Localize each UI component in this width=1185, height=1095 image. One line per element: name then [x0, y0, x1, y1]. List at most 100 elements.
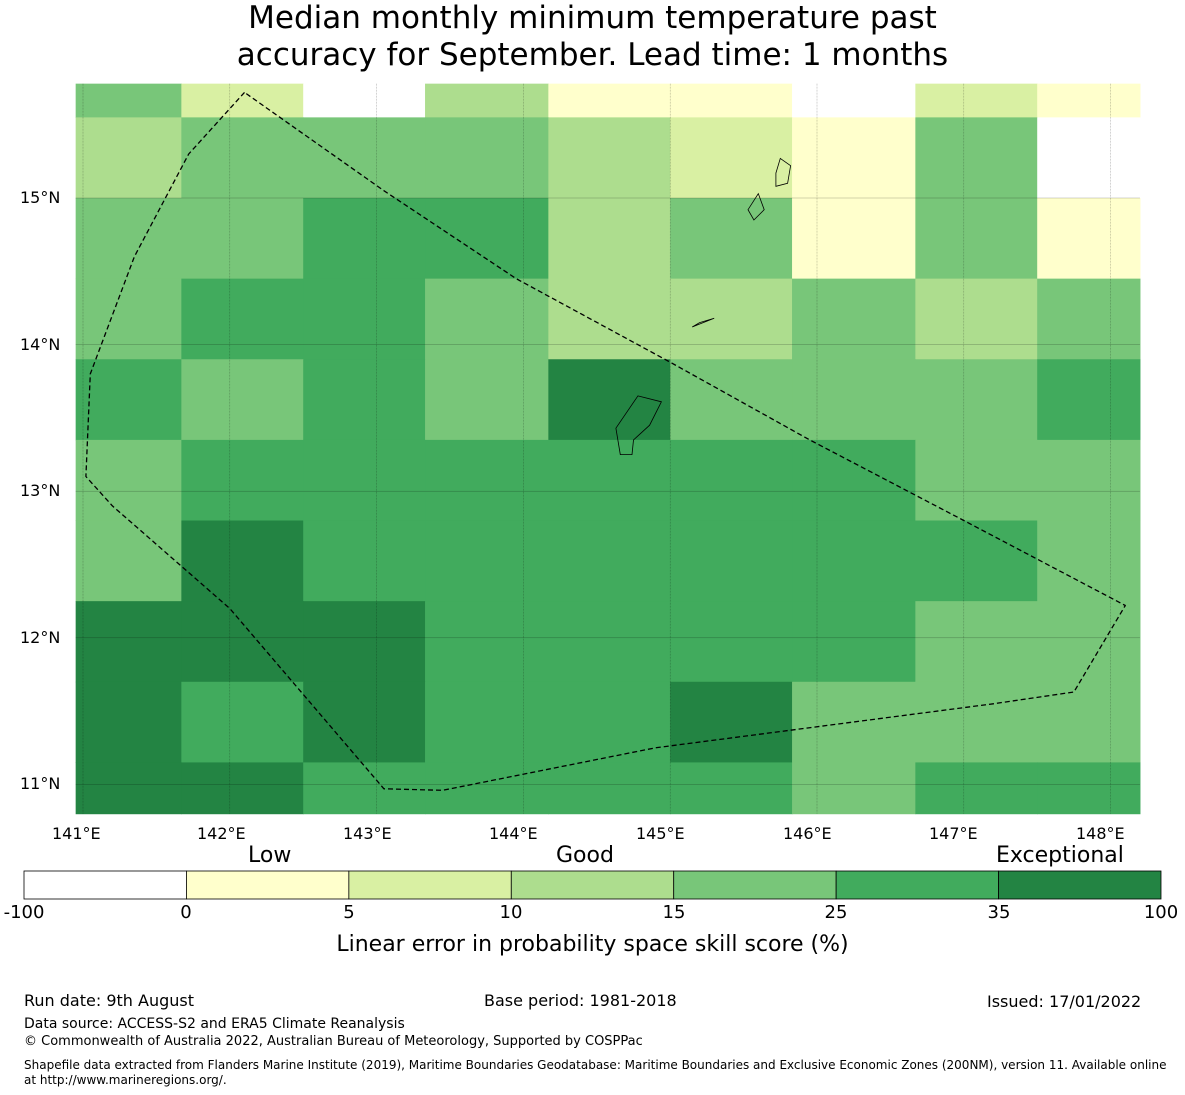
y-tick-label: 12°N — [20, 628, 61, 647]
grid-cell — [75, 601, 182, 683]
grid-cell — [75, 278, 182, 360]
grid-cell — [792, 439, 916, 522]
grid-cell — [181, 681, 304, 763]
grid-cell — [303, 601, 426, 683]
grid-cell — [915, 83, 1038, 118]
graticule — [75, 83, 1140, 814]
grid-cell — [670, 520, 793, 602]
skill-grid — [75, 83, 1141, 815]
grid-cell — [1037, 520, 1141, 602]
y-tick-label: 13°N — [20, 481, 61, 500]
grid-cell — [792, 520, 916, 602]
grid-cell — [792, 601, 916, 683]
grid-cell — [181, 520, 304, 602]
island-outline — [691, 317, 715, 328]
x-tick-label: 147°E — [929, 824, 978, 843]
data-source: Data source: ACCESS-S2 and ERA5 Climate … — [24, 1016, 405, 1032]
grid-cell — [425, 601, 549, 683]
grid-cell — [303, 198, 426, 280]
x-tick-label: 144°E — [489, 824, 538, 843]
grid-cell — [1037, 83, 1141, 118]
legend-category-good: Good — [556, 843, 614, 868]
grid-cell — [75, 681, 182, 763]
grid-cell — [425, 439, 549, 522]
grid-cell — [670, 278, 793, 360]
grid-cell — [1037, 359, 1141, 441]
grid-cell — [792, 359, 916, 441]
shapefile-credit: Shapefile data extracted from Flanders M… — [24, 1058, 1167, 1087]
grid-cell — [1037, 601, 1141, 683]
grid-cell — [915, 117, 1038, 199]
grid-cell — [181, 439, 304, 522]
x-tick-label: 142°E — [197, 824, 246, 843]
grid-cell — [792, 117, 916, 199]
island-outline — [615, 395, 662, 455]
grid-cell — [548, 198, 671, 280]
grid-cell — [548, 601, 671, 683]
grid-cell — [670, 601, 793, 683]
island-outlines — [615, 157, 792, 455]
grid-cell — [75, 762, 182, 815]
grid-cell — [548, 762, 671, 815]
eez-boundary-group — [85, 91, 1126, 791]
colorbar-title: Linear error in probability space skill … — [336, 932, 849, 957]
grid-cell — [915, 439, 1038, 522]
grid-cell — [548, 439, 671, 522]
grid-cell — [425, 520, 549, 602]
x-tick-label: 143°E — [343, 824, 392, 843]
island-outline — [747, 192, 765, 221]
grid-cell — [75, 83, 182, 118]
grid-cell — [425, 117, 549, 199]
colorbar-segment — [23, 870, 187, 900]
legend-category-exceptional: Exceptional — [996, 843, 1124, 868]
copyright: © Commonwealth of Australia 2022, Austra… — [24, 1034, 643, 1049]
grid-cell — [425, 681, 549, 763]
grid-cell — [303, 762, 426, 815]
colorbar-segment — [348, 870, 512, 900]
x-tick-label: 146°E — [783, 824, 832, 843]
grid-cell — [670, 117, 793, 199]
grid-cell — [792, 83, 916, 118]
grid-cell — [425, 278, 549, 360]
grid-cell — [425, 359, 549, 441]
grid-cell — [670, 83, 793, 118]
grid-cell — [303, 520, 426, 602]
grid-cell — [1037, 439, 1141, 522]
grid-cell — [792, 762, 916, 815]
grid-cell — [181, 359, 304, 441]
grid-cell — [181, 117, 304, 199]
grid-cell — [75, 439, 182, 522]
grid-cell — [548, 681, 671, 763]
chart-title-line1: Median monthly minimum temperature past — [248, 0, 937, 36]
colorbar-tick-label: 100 — [1143, 902, 1179, 923]
grid-cell — [303, 359, 426, 441]
grid-cell — [303, 681, 426, 763]
grid-cell — [792, 198, 916, 280]
grid-cell — [548, 520, 671, 602]
issued-date: Issued: 17/01/2022 — [987, 992, 1142, 1011]
grid-cell — [75, 117, 182, 199]
grid-cell — [181, 83, 304, 118]
grid-cell — [915, 359, 1038, 441]
colorbar-segment — [998, 870, 1162, 900]
grid-cell — [1037, 278, 1141, 360]
grid-cell — [670, 359, 793, 441]
colorbar-segment — [673, 870, 837, 900]
grid-cell — [181, 762, 304, 815]
grid-cell — [75, 198, 182, 280]
grid-cell — [425, 198, 549, 280]
grid-cell — [548, 117, 671, 199]
colorbar-segment — [510, 870, 675, 900]
grid-cell — [670, 439, 793, 522]
grid-cell — [915, 762, 1038, 815]
grid-cell — [548, 359, 671, 441]
colorbar — [23, 870, 1162, 900]
run-date: Run date: 9th August — [24, 991, 194, 1010]
colorbar-tick-label: 15 — [662, 902, 686, 923]
grid-cell — [792, 681, 916, 763]
colorbar-tick-label: -100 — [3, 902, 45, 923]
grid-cell — [792, 278, 916, 360]
grid-cell — [75, 520, 182, 602]
grid-cell — [303, 83, 426, 118]
grid-cell — [75, 359, 182, 441]
